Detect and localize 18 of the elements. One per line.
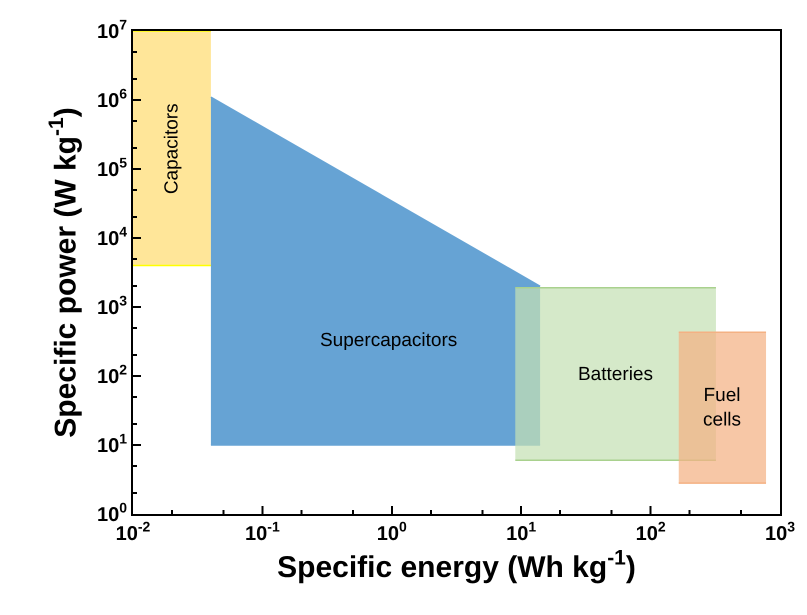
series-label: Batteries	[578, 364, 653, 385]
x-tick-label: 10$^{0}$	[376, 518, 408, 545]
x-tick-label: 10$^{2}$	[636, 518, 666, 545]
y-tick-label: 10$^{3}$	[96, 292, 128, 319]
y-tick-label: 10$^{6}$	[96, 86, 128, 112]
y-tick-label: 10$^{2}$	[96, 362, 128, 388]
y-tick-label: 10$^{0}$	[96, 500, 128, 526]
series-label: Fuel cells	[703, 385, 742, 431]
y-tick-label: 10$^{4}$	[96, 224, 128, 250]
x-axis-title: Specific energy (Wh kg$^{-1}$)	[277, 546, 636, 584]
x-tick-label: 10$^{-1}$	[245, 518, 280, 545]
y-tick-label: 10$^{1}$	[96, 430, 128, 457]
series-label: Supercapacitors	[320, 330, 458, 351]
x-tick-label: 10$^{3}$	[764, 518, 796, 545]
x-tick-label: 10$^{1}$	[506, 518, 536, 545]
y-tick-label: 10$^{5}$	[96, 154, 128, 181]
y-tick-label: 10$^{7}$	[96, 16, 128, 43]
series-label: Capacitors	[162, 103, 183, 194]
